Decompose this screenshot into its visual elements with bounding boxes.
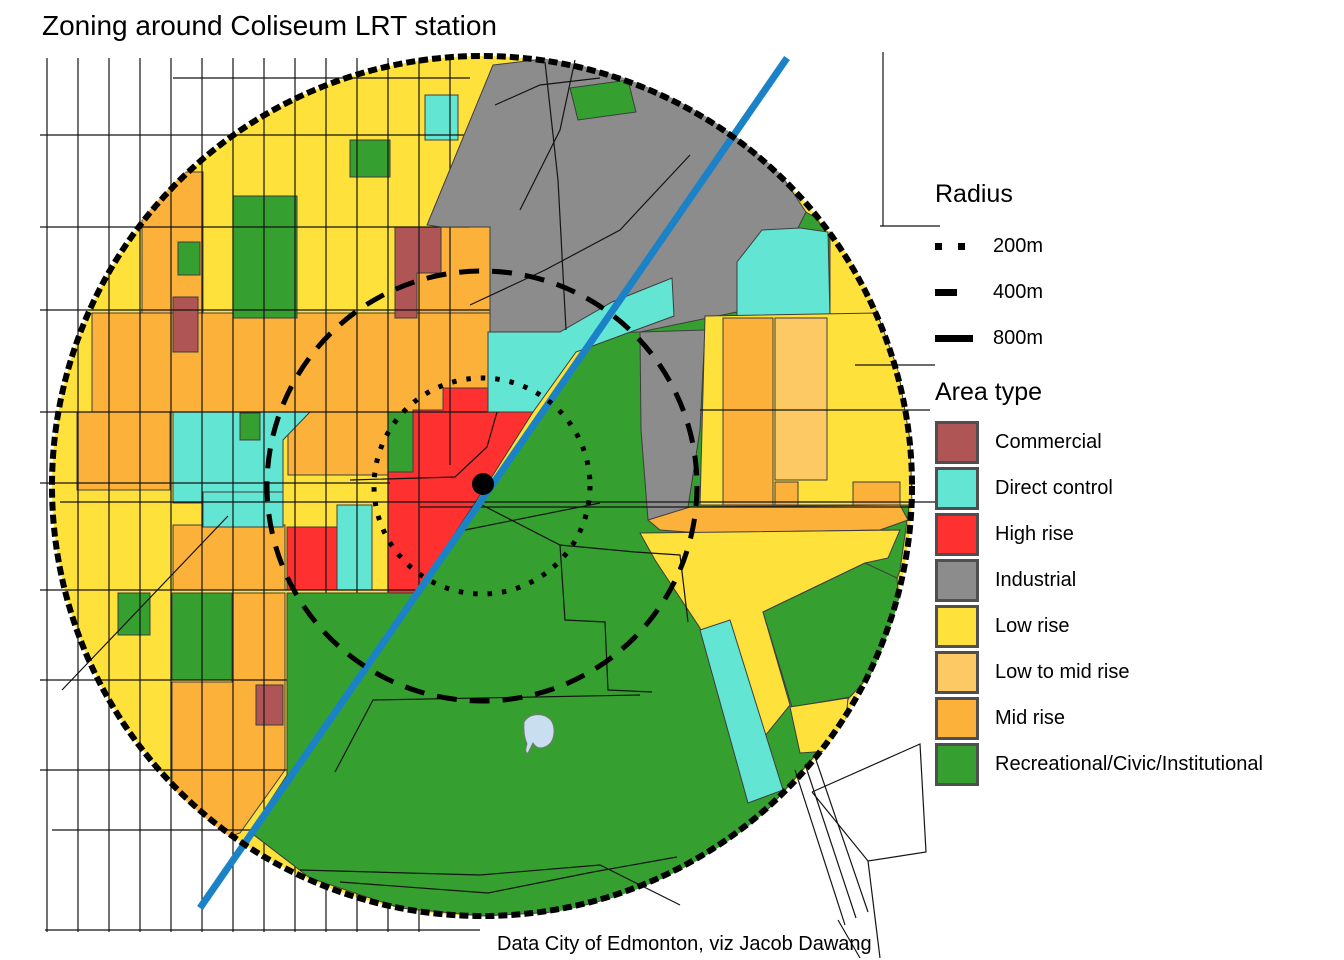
radius-legend: Radius 200m 400m 800m [935,180,1335,361]
area-type-legend-item-industrial: Industrial [935,559,1335,602]
area-type-legend-rows: Commercial Direct control High rise Industr… [935,421,1335,786]
zone-mid_rise [774,481,799,506]
zone-commercial [255,684,284,726]
industrial-swatch [935,559,979,602]
radius-legend-item-200m: 200m [935,223,1335,269]
radius-legend-label: 400m [993,280,1044,303]
area-type-legend-label: Direct control [995,477,1113,499]
pond [523,714,555,754]
area-type-legend-item-low_rise: Low rise [935,605,1335,648]
direct_control-swatch [935,467,979,510]
recreational-swatch [935,743,979,786]
zone-low_rise [639,529,901,758]
zone-direct_control [487,277,675,413]
zone-mid_rise [76,411,171,491]
dashed-line-sample-icon [935,288,993,296]
zone-recreational [569,79,637,121]
radius-legend-item-800m: 800m [935,315,1335,361]
area-type-legend: Area type Commercial Direct control High r… [935,378,1335,789]
area-type-legend-item-low_mid_rise: Low to mid rise [935,651,1335,694]
area-type-legend-label: Low to mid rise [995,661,1130,683]
zone-low_mid_rise [774,317,828,481]
area-type-legend-item-direct_control: Direct control [935,467,1335,510]
radius-legend-rows: 200m 400m 800m [935,223,1335,361]
zone-recreational [349,139,391,178]
page-title: Zoning around Coliseum LRT station [42,10,497,41]
commercial-swatch [935,421,979,464]
radius-400m [264,268,700,704]
zone-commercial [172,296,199,353]
area-type-legend-item-commercial: Commercial [935,421,1335,464]
low_rise-swatch [935,605,979,648]
zone-mid_rise [172,524,286,591]
high_rise-swatch [935,513,979,556]
data-credit-caption: Data City of Edmonton, viz Jacob Dawang [497,933,872,955]
zone-recreational [387,411,414,473]
zone-direct_control [202,491,284,528]
radius-800m [49,53,915,919]
low_mid_rise-swatch [935,651,979,694]
radius-legend-label: 800m [993,326,1044,349]
area-type-legend-label: Recreational/Civic/Institutional [995,753,1263,775]
area-type-legend-label: Industrial [995,569,1077,591]
area-type-legend-item-high_rise: High rise [935,513,1335,556]
area-type-legend-heading: Area type [935,378,1043,406]
area-type-legend-label: Mid rise [995,707,1066,729]
radius-legend-item-400m: 400m [935,269,1335,315]
area-type-legend-label: Commercial [995,431,1102,453]
radius-200m [371,375,593,597]
zone-recreational [232,195,298,319]
zone-direct_control [336,504,373,591]
mid_rise-swatch [935,697,979,740]
radius-legend-heading: Radius [935,180,1013,208]
area-type-legend-item-recreational: Recreational/Civic/Institutional [935,743,1335,786]
zone-recreational [177,241,201,276]
dotted-line-sample-icon [935,242,993,250]
zone-mid_rise [287,411,389,476]
area-type-legend-item-mid_rise: Mid rise [935,697,1335,740]
area-type-legend-label: Low rise [995,615,1070,637]
zone-direct_control [424,94,459,141]
zone-recreational [239,412,261,441]
solid-line-sample-icon [935,334,993,342]
zone-mid_rise [722,317,774,506]
area-type-legend-label: High rise [995,523,1074,545]
radius-legend-label: 200m [993,234,1044,257]
station-dot [472,473,494,495]
zone-mid_rise [91,312,491,413]
zone-mid_rise [646,504,909,534]
street-grid [40,58,640,932]
